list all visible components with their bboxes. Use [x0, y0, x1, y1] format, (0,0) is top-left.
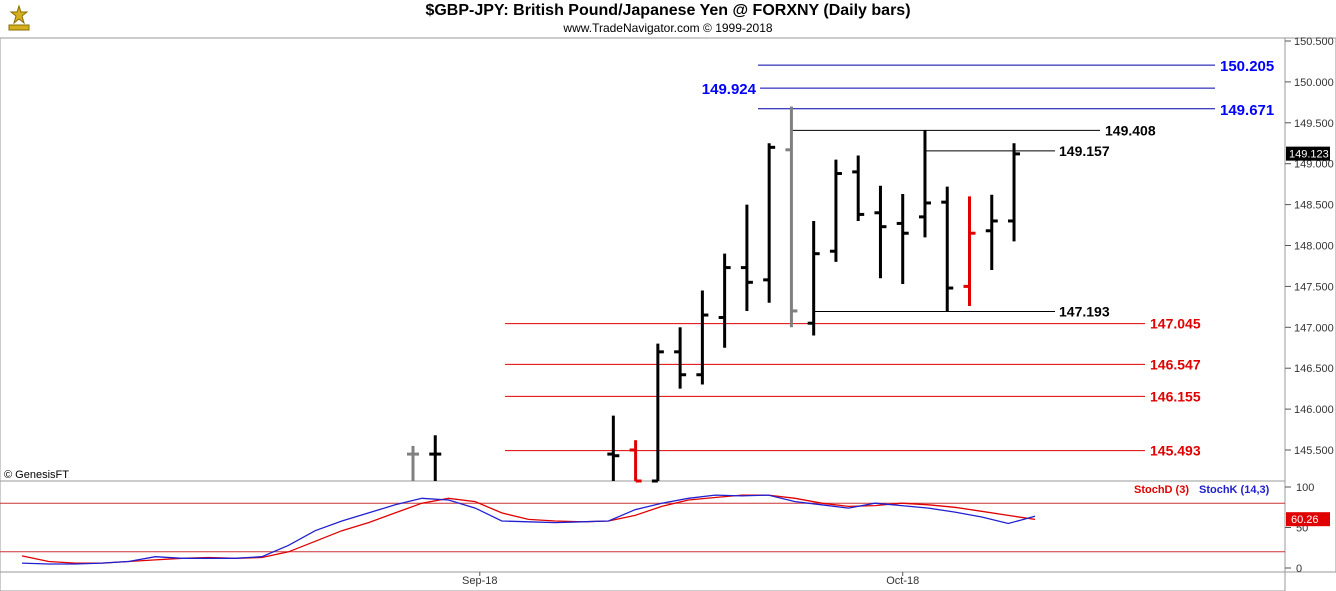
ohlc-bars	[407, 106, 1021, 483]
price-tick-label: 150.500	[1294, 36, 1334, 48]
blue-level-label: 149.924	[702, 81, 757, 98]
indicator-tick-label: 0	[1296, 563, 1302, 575]
price-axis: 150.500 150.000 149.500 149.000 148.500 148.0…	[1285, 36, 1334, 457]
time-tick-label: Sep-18	[462, 575, 497, 587]
chart-title: $GBP-JPY: British Pound/Japanese Yen @ F…	[425, 2, 911, 19]
black-level-label: 149.157	[1059, 143, 1110, 159]
red-level-label: 146.547	[1150, 356, 1201, 372]
red-level-label: 147.045	[1150, 316, 1201, 332]
price-tick-label: 149.000	[1294, 159, 1334, 171]
price-tick-label: 146.000	[1294, 404, 1334, 416]
blue-level-label: 150.205	[1220, 58, 1274, 75]
price-tick-label: 147.500	[1294, 281, 1334, 293]
time-axis: Sep-18 Oct-18	[462, 572, 919, 587]
copyright-label: © GenesisFT	[4, 469, 69, 481]
last-price-box	[1286, 146, 1330, 161]
black-level-label: 147.193	[1059, 304, 1110, 320]
time-tick-label: Oct-18	[886, 575, 919, 587]
chart-subtitle: www.TradeNavigator.com © 1999-2018	[563, 21, 773, 35]
last-price-label: 149.123	[1289, 149, 1329, 161]
indicator-series-line	[21, 494, 1036, 565]
genesis-logo-icon	[8, 4, 30, 31]
price-tick-label: 148.500	[1294, 200, 1334, 212]
indicator-legend-stochd: StochD (3)	[1134, 484, 1189, 496]
price-tick-label: 147.000	[1294, 322, 1334, 334]
black-level-label: 149.408	[1105, 122, 1156, 138]
x-axis-panel	[0, 571, 1286, 591]
y-axis-panel	[1284, 37, 1336, 573]
blue-level-label: 149.671	[1220, 102, 1274, 119]
indicator-legend-stochk: StochK (14,3)	[1199, 484, 1270, 496]
price-tick-label: 145.500	[1294, 445, 1334, 457]
indicator-last-box	[1286, 512, 1330, 527]
price-panel	[0, 37, 1286, 482]
level-lines: 150.205 149.671 149.924 149.408 149.157 147.1…	[505, 58, 1274, 459]
price-tick-label: 148.000	[1294, 241, 1334, 253]
price-tick-label: 150.000	[1294, 77, 1334, 89]
price-tick-label: 146.500	[1294, 363, 1334, 375]
chart-header: $GBP-JPY: British Pound/Japanese Yen @ F…	[0, 0, 1336, 38]
indicator-tick-label: 100	[1296, 482, 1314, 494]
price-tick-label: 149.500	[1294, 118, 1334, 130]
indicator-last-label: 60.26	[1291, 514, 1319, 526]
red-level-label: 145.493	[1150, 443, 1201, 459]
red-level-label: 146.155	[1150, 388, 1201, 404]
